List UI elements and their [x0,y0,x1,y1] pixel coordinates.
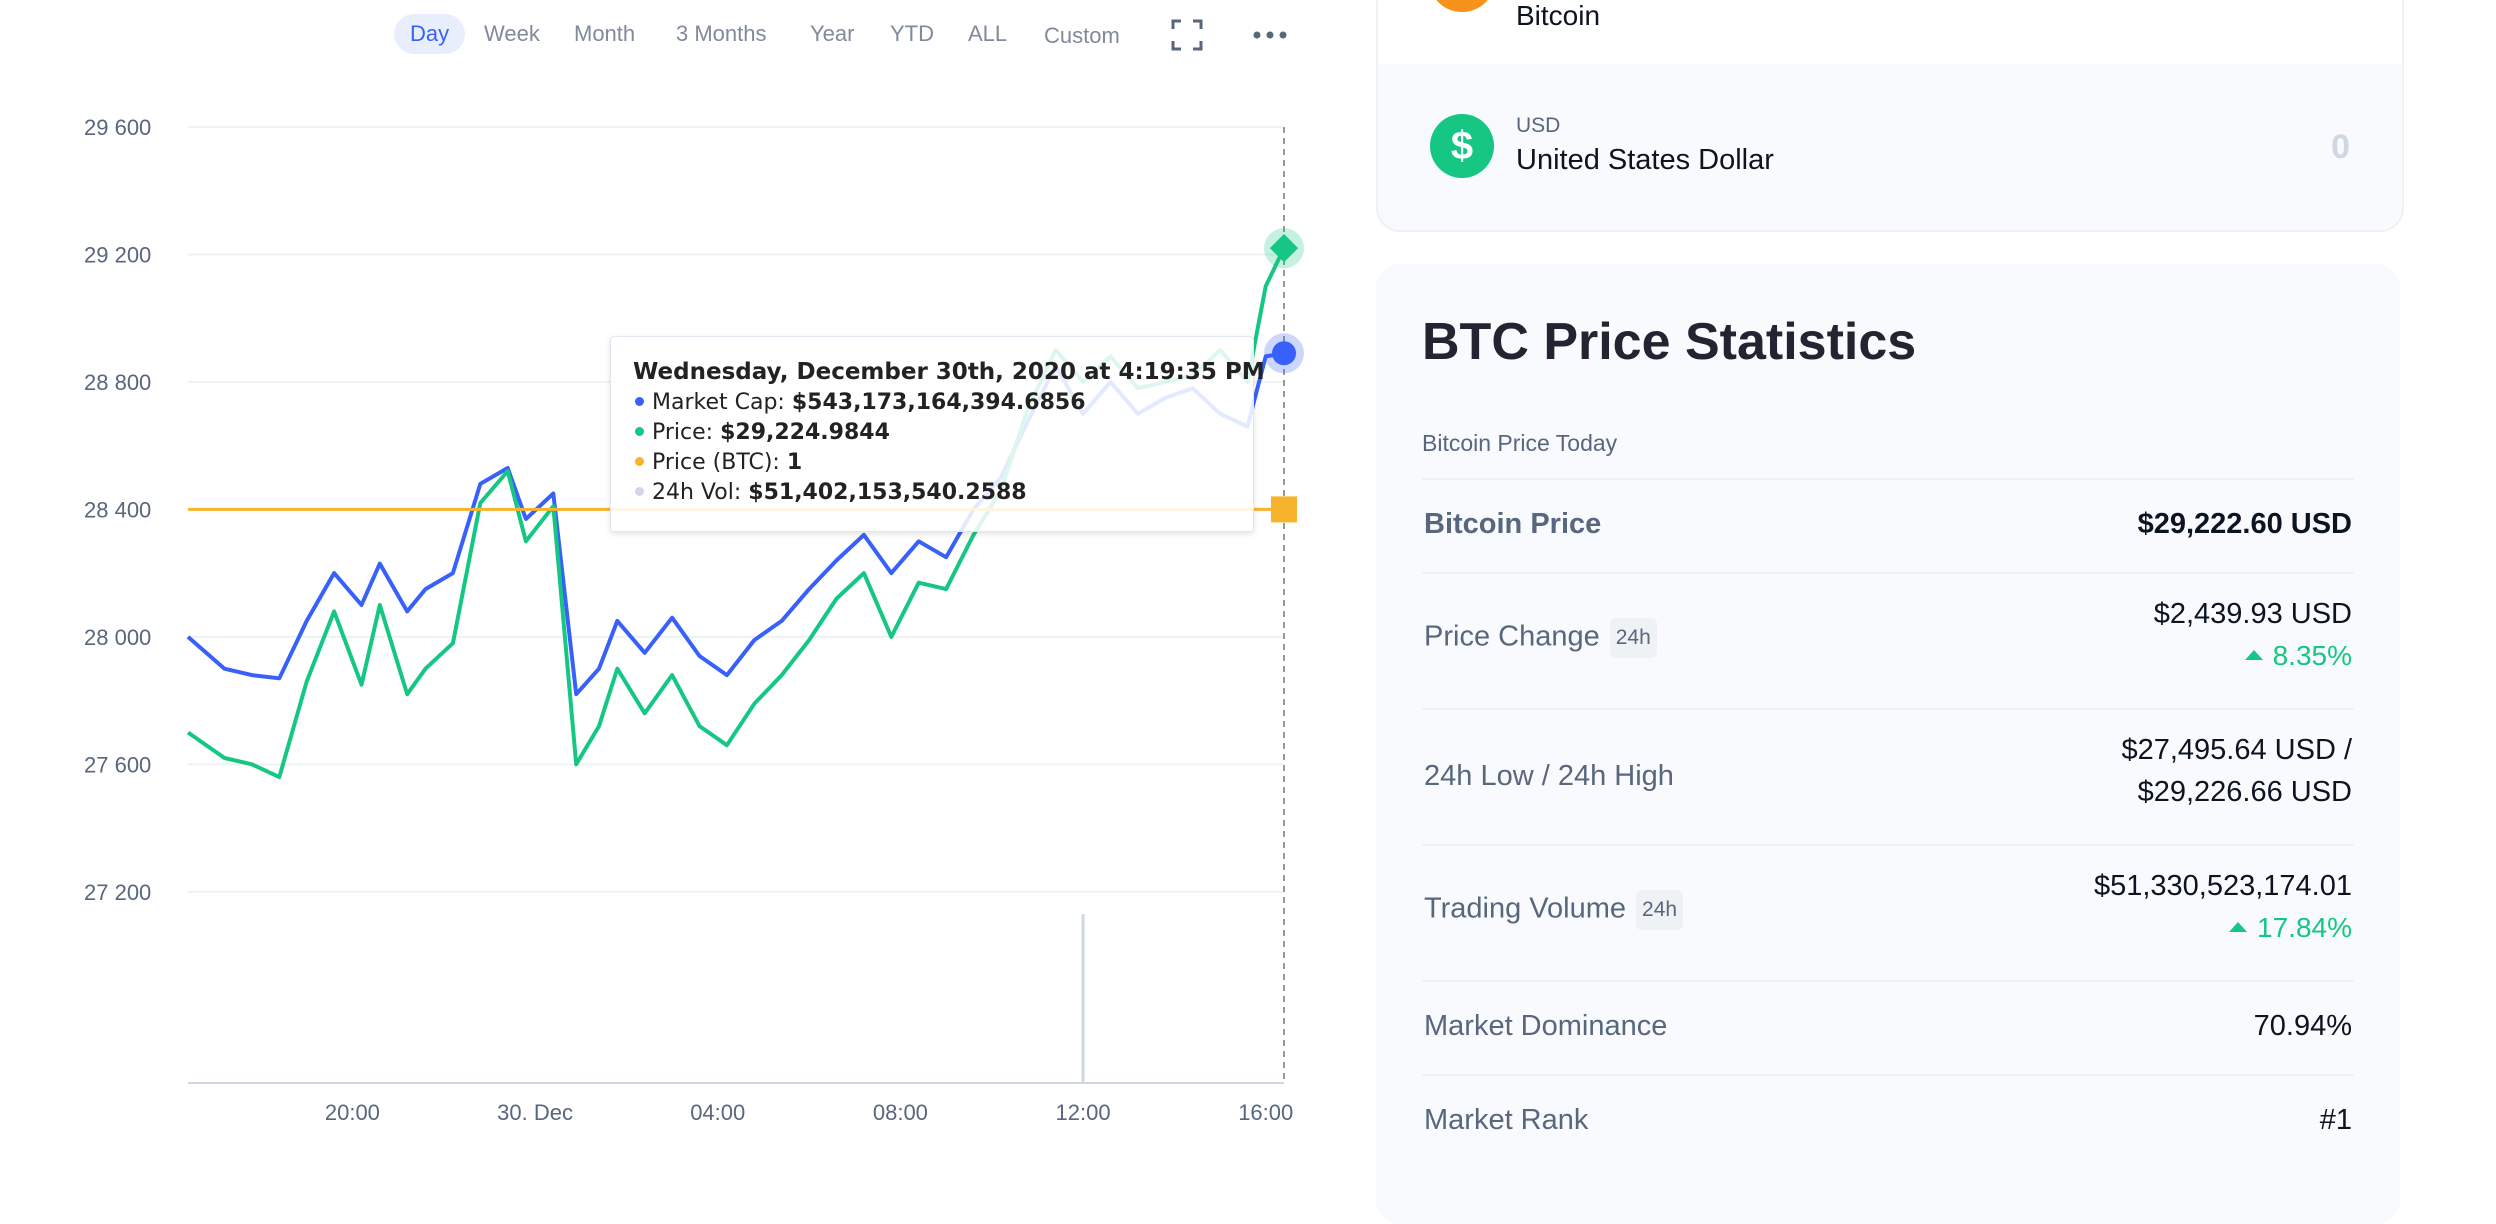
stats-subtitle: Bitcoin Price Today [1422,430,1618,456]
usd-currency-name: United States Dollar [1516,144,1774,176]
usd-amount-input[interactable]: 0 [2331,128,2350,166]
range-ytd-button[interactable]: YTD [890,21,934,46]
y-tick-label: 28 400 [84,497,151,522]
price-btc-marker [1271,496,1297,523]
stat-change-text: 17.84% [2257,912,2352,943]
price-chart-section: Day Week Month 3 Months Year YTD ALL Cus… [0,0,1340,1156]
stat-row-trading-volume: Trading Volume 24h $51,330,523,174.01 17.… [1422,844,2354,980]
stat-change: 8.35% [2244,640,2352,672]
y-tick-label: 27 200 [84,880,151,905]
price-line-chart[interactable]: 29 600 29 200 28 800 28 400 28 000 27 600 27 2… [0,0,1340,1156]
price-dot-icon [635,427,644,436]
tooltip-label: Price: [652,420,714,445]
stat-label: Market Rank [1424,1104,1589,1136]
usd-currency-code: USD [1516,114,1561,137]
stat-label-text: Price Change [1424,620,1600,653]
x-tick-label: 04:00 [690,1100,745,1125]
price-marker [1269,233,1299,263]
price-btc-dot-icon [635,457,644,466]
tooltip-row-price-btc: Price (BTC): 1 [633,448,1231,478]
y-tick-label: 28 000 [84,625,151,650]
tooltip-value: $29,224.9844 [720,420,890,445]
stat-value: $2,439.93 USD [2153,598,2352,630]
chart-markers [1264,127,1304,1083]
range-month-button[interactable]: Month [574,21,636,46]
stat-change-text: 8.35% [2272,640,2352,671]
timeframe-badge: 24h [1609,618,1657,658]
range-day-button[interactable]: Day [394,14,466,54]
stat-label: Bitcoin Price [1424,508,1602,540]
caret-up-icon [2244,649,2263,660]
tooltip-title: Wednesday, December 30th, 2020 at 4:19:3… [633,359,1265,385]
x-tick-label: 30. Dec [497,1100,573,1125]
x-axis: 20:00 30. Dec 04:00 08:00 12:00 16:00 [325,1100,1293,1125]
y-tick-label: 27 600 [84,752,151,777]
x-tick-label: 16:00 [1238,1100,1293,1125]
range-year-button[interactable]: Year [810,21,855,46]
market-cap-dot-icon [635,397,644,406]
stat-row-market-rank: Market Rank #1 [1422,1074,2354,1168]
y-tick-label: 29 200 [84,242,151,267]
timeframe-badge: 24h [1636,890,1684,930]
stat-value-line2: $29,226.66 USD [2137,776,2352,808]
btc-currency-row[interactable]: Bitcoin [1378,0,2402,62]
range-custom-button[interactable]: Custom [1044,23,1120,48]
stat-value: $51,330,523,174.01 [2093,870,2352,902]
tooltip-label: Price (BTC): [652,450,780,475]
chart-grid [188,126,1284,1084]
tooltip-value: $51,402,153,540.2588 [748,480,1027,505]
stats-title: BTC Price Statistics [1422,313,1917,371]
y-axis: 29 600 29 200 28 800 28 400 28 000 27 600 27 2… [84,115,151,905]
stat-label: 24h Low / 24h High [1424,760,1674,792]
fullscreen-icon[interactable] [1170,18,1204,52]
tooltip-row-24h-vol: 24h Vol: $51,402,153,540.2588 [633,478,1231,508]
stat-row-market-dominance: Market Dominance 70.94% [1422,980,2354,1074]
tooltip-value: $543,173,164,394.6856 [791,390,1086,415]
stat-label-text: Trading Volume [1424,892,1627,925]
usd-currency-row[interactable]: $ USD United States Dollar 0 [1378,64,2402,230]
stat-value: #1 [2319,1104,2352,1136]
tooltip-row-price: Price: $29,224.9844 [633,418,1231,448]
more-horizontal-icon[interactable] [1252,18,1288,52]
tooltip-label: 24h Vol: [652,480,742,505]
stat-value-line1: $27,495.64 USD / [2121,734,2352,766]
stat-value: $29,222.60 USD [2137,508,2352,540]
stat-label: Market Dominance [1424,1010,1668,1042]
x-tick-label: 20:00 [325,1100,380,1125]
x-tick-label: 12:00 [1056,1100,1111,1125]
currency-converter-card: Bitcoin $ USD United States Dollar 0 [1376,0,2404,232]
stat-label: Trading Volume 24h [1424,890,1684,930]
market-cap-marker [1272,341,1296,366]
stat-change: 17.84% [2229,912,2352,944]
range-all-button[interactable]: ALL [968,21,1008,46]
tooltip-label: Market Cap: [652,390,785,415]
caret-up-icon [2229,921,2248,932]
stat-value: 70.94% [2253,1010,2352,1042]
tooltip-value: 1 [786,450,803,475]
x-tick-label: 08:00 [873,1100,928,1125]
bitcoin-logo-icon [1430,0,1494,12]
dollar-logo-icon: $ [1430,114,1494,178]
range-3-months-button[interactable]: 3 Months [676,21,767,46]
y-tick-label: 29 600 [84,115,151,140]
range-week-button[interactable]: Week [484,21,540,46]
stat-row-low-high: 24h Low / 24h High $27,495.64 USD / $29,… [1422,708,2354,844]
chart-tooltip: Wednesday, December 30th, 2020 at 4:19:3… [610,336,1265,532]
price-statistics-card: BTC Price Statistics Bitcoin Price Today… [1376,264,2400,1224]
stat-row-price-change: Price Change 24h $2,439.93 USD 8.35% [1422,572,2354,708]
tooltip-row-market-cap: Market Cap: $543,173,164,394.6856 [633,388,1231,418]
stat-label: Price Change 24h [1424,618,1657,658]
stat-row-bitcoin-price: Bitcoin Price $29,222.60 USD [1422,478,2354,572]
volume-dot-icon [635,487,644,496]
y-tick-label: 28 800 [84,370,151,395]
btc-currency-name: Bitcoin [1516,0,1601,31]
